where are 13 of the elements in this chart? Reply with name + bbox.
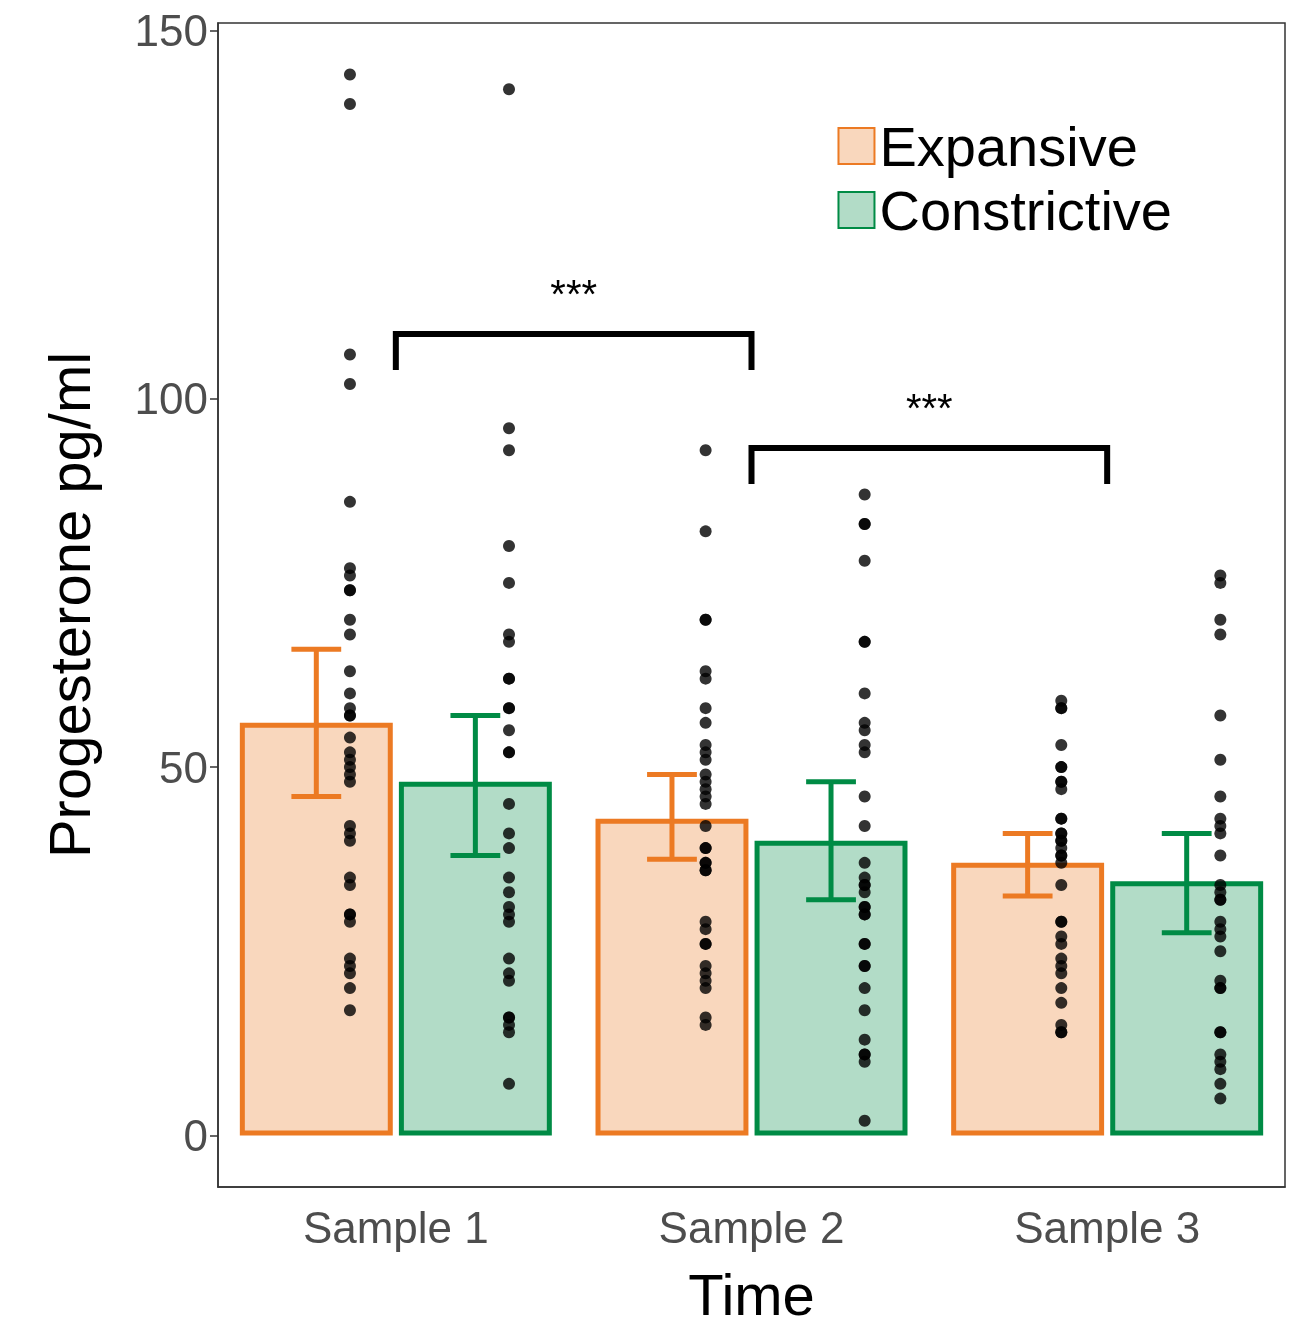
y-axis-title: Progesterone pg/ml (36, 351, 102, 859)
y-tick-label: 0 (183, 1110, 208, 1160)
y-tick-label: 100 (134, 374, 208, 424)
x-tick-label: Sample 2 (658, 1202, 845, 1252)
x-tick-label: Sample 3 (1014, 1202, 1201, 1252)
y-tick-label: 50 (159, 742, 208, 792)
x-axis-title: Time (688, 1261, 815, 1327)
legend-label: Constrictive (879, 178, 1173, 242)
legend-label: Expansive (879, 114, 1138, 178)
annotation: *** (905, 386, 953, 430)
y-tick-label: 150 (134, 5, 208, 55)
x-tick-label: Sample 1 (302, 1202, 489, 1252)
annotation: *** (550, 272, 598, 316)
